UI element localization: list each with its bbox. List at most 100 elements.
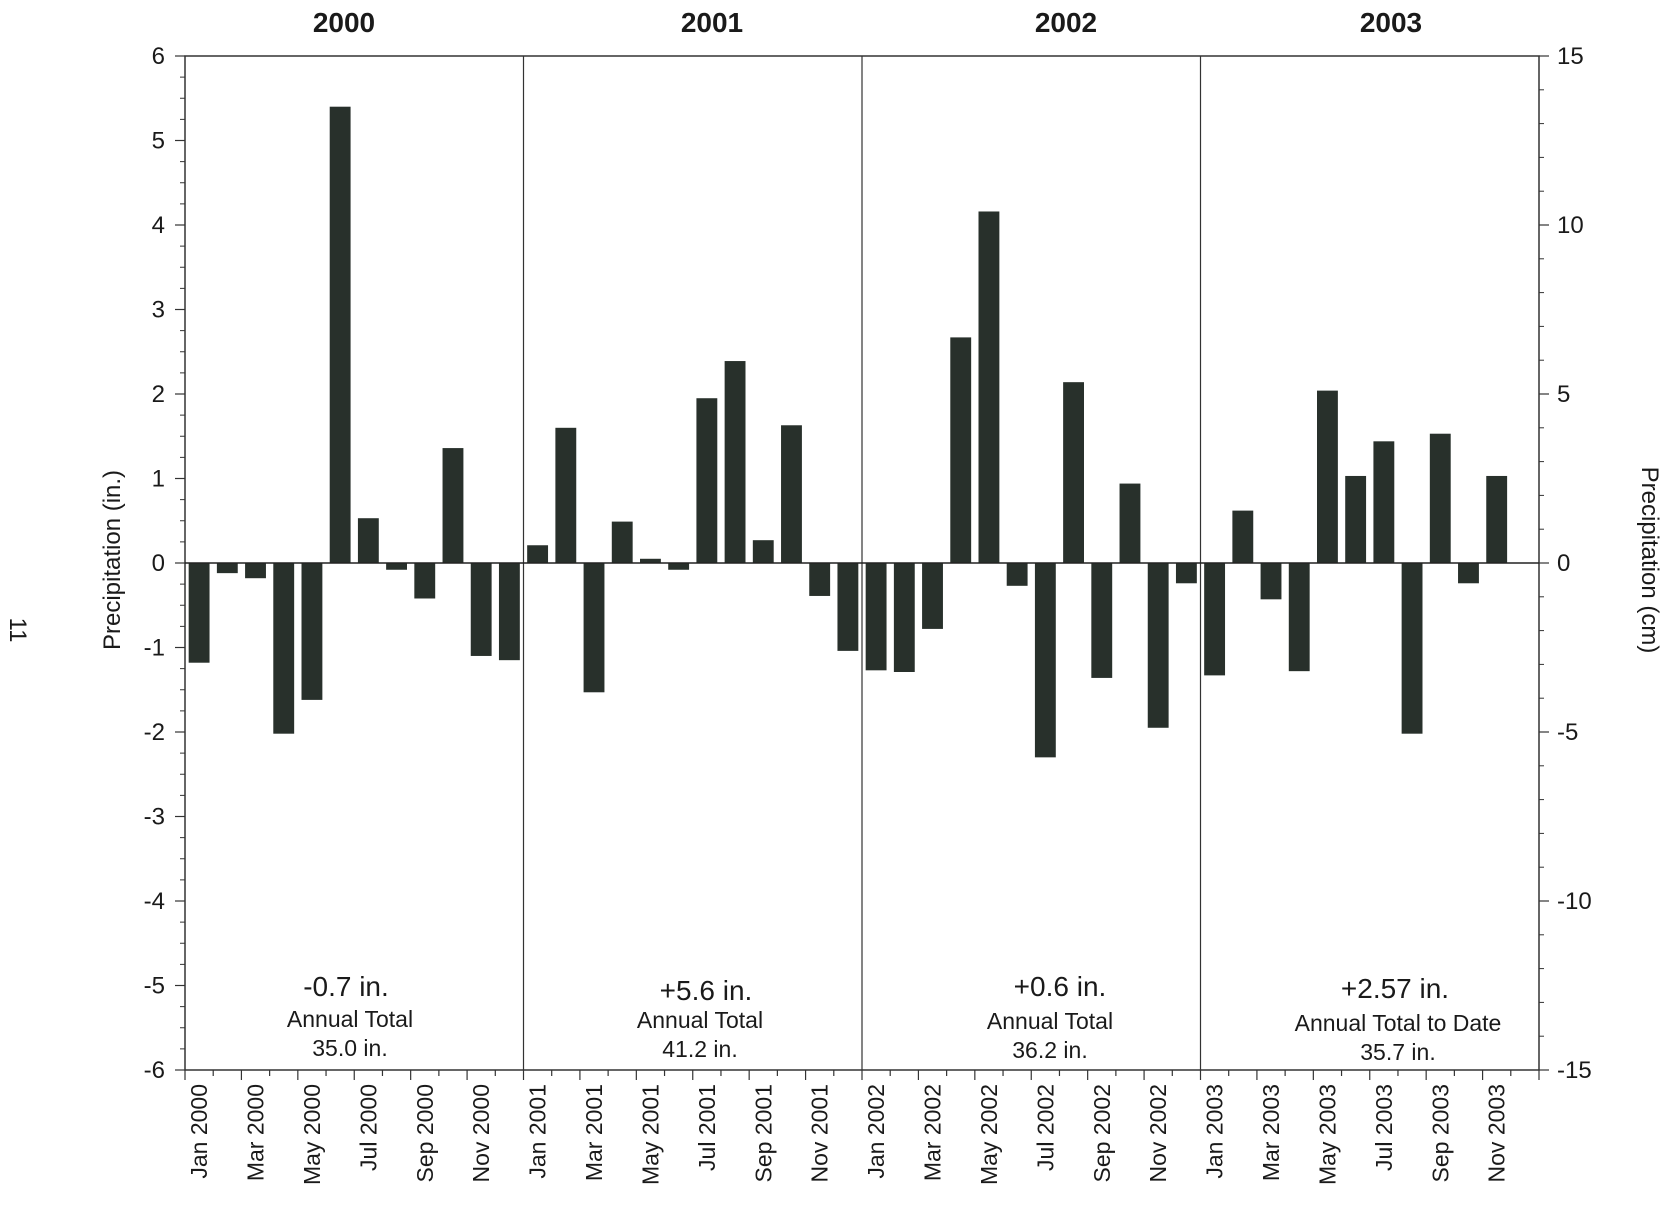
bar [470, 563, 492, 656]
bar [752, 540, 774, 563]
bar [386, 563, 407, 570]
bar [1063, 382, 1084, 563]
x-tick-label: Jul 2001 [694, 1084, 720, 1171]
bar [442, 448, 464, 563]
bar [1034, 563, 1056, 758]
bar [781, 425, 802, 563]
x-tick-label: Mar 2000 [243, 1084, 269, 1181]
x-tick-label: Nov 2000 [468, 1084, 494, 1182]
bar [1175, 563, 1197, 584]
y2-tick-label: 15 [1557, 43, 1584, 70]
x-tick-label: Jul 2002 [1032, 1084, 1058, 1171]
y2-tick-label: -5 [1557, 719, 1578, 746]
bar [357, 518, 379, 563]
x-tick-label: Jan 2002 [863, 1084, 889, 1179]
bar [1232, 510, 1254, 563]
panel-title-2000: 2000 [313, 7, 375, 38]
x-tick-label: Sep 2000 [412, 1084, 438, 1182]
y-tick-label: 1 [152, 466, 165, 493]
bar [1458, 563, 1479, 584]
annual-label-2002: Annual Total [987, 1008, 1113, 1034]
bar [922, 563, 943, 629]
bar [216, 563, 238, 574]
bar [1401, 563, 1423, 734]
x-axis: Jan 2000 Mar 2000 May 2000 Jul 2000 Sep 2000… [184, 1070, 1540, 1185]
y-tick-label: 6 [152, 43, 165, 70]
x-tick-label: Mar 2003 [1258, 1084, 1284, 1181]
bar [611, 521, 633, 563]
bar [1429, 433, 1451, 563]
y-tick-label: -3 [144, 804, 165, 831]
bar [188, 563, 210, 663]
bar [809, 563, 831, 596]
bar [668, 563, 690, 570]
y-tick-label: -6 [144, 1057, 165, 1084]
annual-label-2001: Annual Total [637, 1007, 763, 1033]
x-tick-label: Mar 2001 [581, 1084, 607, 1181]
bar [1373, 441, 1395, 563]
y-tick-label: 2 [152, 381, 165, 408]
bar [1288, 563, 1310, 672]
panel-title-2003: 2003 [1360, 7, 1422, 38]
y-tick-label: -5 [144, 973, 165, 1000]
bar [498, 563, 520, 661]
y2-axis-title: Precipitation (cm) [1636, 467, 1663, 654]
annual-label-2003: Annual Total to Date [1295, 1010, 1502, 1036]
x-tick-label: Nov 2001 [807, 1084, 833, 1182]
y-tick-label: 3 [152, 297, 165, 324]
bar [583, 563, 605, 693]
x-tick-label: May 2003 [1314, 1084, 1340, 1185]
bar [978, 211, 1000, 564]
bar [1486, 475, 1508, 563]
bar [1147, 563, 1169, 728]
x-tick-label: Sep 2001 [750, 1084, 776, 1182]
x-tick-label: Sep 2002 [1089, 1084, 1115, 1182]
x-tick-label: May 2002 [976, 1084, 1002, 1185]
bar [301, 563, 323, 700]
bar [1260, 563, 1282, 600]
bar [414, 563, 436, 599]
y-tick-label: 0 [152, 550, 165, 577]
panel-title-2002: 2002 [1035, 7, 1097, 38]
x-tick-label: Mar 2002 [920, 1084, 946, 1181]
bar [273, 563, 295, 734]
bar [1119, 483, 1141, 563]
bar [950, 337, 972, 563]
bar [1091, 563, 1113, 678]
annual-total-2000: 35.0 in. [312, 1035, 387, 1061]
left-axis: 6 5 4 3 2 1 0 -1 -2 -3 -4 -5 -6 [144, 43, 185, 1084]
annual-total-2003: 35.7 in. [1360, 1039, 1435, 1065]
y2-tick-label: 10 [1557, 212, 1584, 239]
bar [696, 398, 718, 563]
annual-total-2002: 36.2 in. [1012, 1037, 1087, 1063]
bar [245, 563, 266, 579]
y-tick-label: -4 [144, 888, 165, 915]
x-tick-label: Nov 2003 [1484, 1084, 1510, 1182]
y2-tick-label: -15 [1557, 1057, 1592, 1084]
annual-change-2000: -0.7 in. [303, 971, 389, 1002]
bar [724, 361, 746, 563]
y2-tick-label: 5 [1557, 381, 1570, 408]
x-tick-label: Jan 2000 [186, 1084, 212, 1179]
y-tick-label: 4 [152, 212, 165, 239]
annual-change-2002: +0.6 in. [1014, 971, 1107, 1002]
panel-title-2001: 2001 [681, 7, 743, 38]
bar [329, 106, 351, 563]
x-tick-label: May 2001 [637, 1084, 663, 1185]
annual-label-2000: Annual Total [287, 1006, 413, 1032]
y-tick-label: -2 [144, 719, 165, 746]
bar [1345, 475, 1367, 563]
bar [1006, 563, 1028, 586]
bar [837, 563, 859, 651]
x-tick-label: May 2000 [299, 1084, 325, 1185]
right-axis: 15 10 5 0 -5 -10 -15 [1539, 43, 1592, 1084]
bar [527, 545, 549, 563]
y-axis-title: Precipitation (in.) [99, 470, 126, 650]
x-tick-label: Nov 2002 [1145, 1084, 1171, 1182]
annual-change-2003: +2.57 in. [1341, 973, 1449, 1004]
x-tick-label: Jul 2003 [1371, 1084, 1397, 1171]
x-tick-label: Sep 2003 [1427, 1084, 1453, 1182]
bar [893, 563, 915, 672]
y2-tick-label: -10 [1557, 888, 1592, 915]
